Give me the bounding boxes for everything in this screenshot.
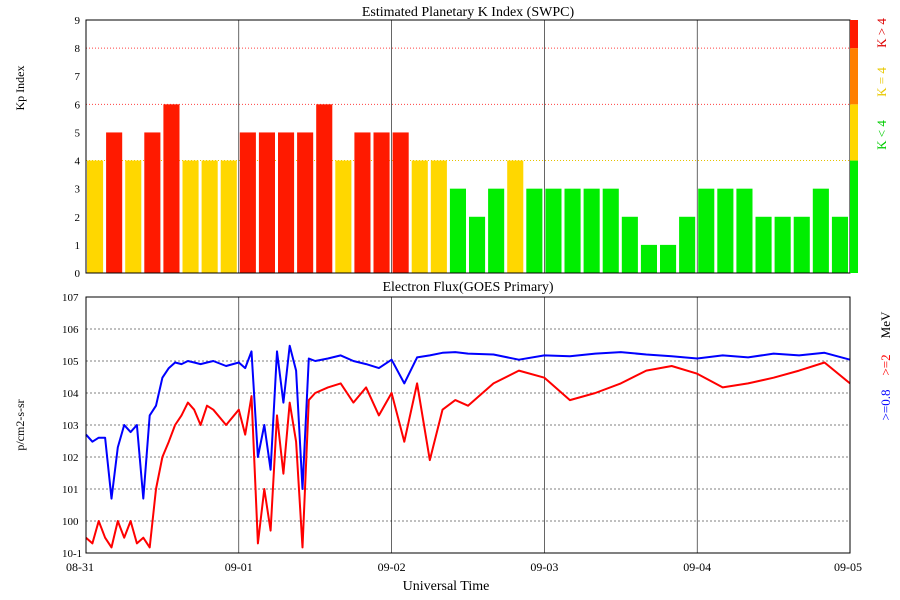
kp-y-tick-label: 5 bbox=[75, 127, 81, 139]
kp-y-tick-label: 2 bbox=[75, 212, 81, 224]
flux-y-tick-label: 10-1 bbox=[62, 548, 82, 560]
kp-legend-label: K < 4 bbox=[874, 120, 889, 150]
kp-y-tick-label: 0 bbox=[75, 268, 81, 280]
kp-bar bbox=[220, 160, 237, 273]
flux-series-ge2-mev bbox=[85, 361, 851, 549]
kp-scale-green bbox=[850, 160, 858, 273]
kp-y-tick-label: 3 bbox=[75, 184, 81, 196]
kp-threshold-lines bbox=[86, 47, 850, 162]
kp-bar bbox=[755, 216, 772, 273]
flux-x-tick-labels: 08-31 09-01 09-02 09-03 09-04 09-05 bbox=[66, 560, 862, 574]
flux-series-ge08-mev bbox=[85, 344, 851, 500]
kp-bar bbox=[602, 188, 619, 273]
kp-bar bbox=[87, 160, 104, 273]
kp-bar bbox=[679, 216, 696, 273]
kp-bar bbox=[411, 160, 428, 273]
flux-legend-label: >=0.8 bbox=[878, 390, 893, 421]
kp-bar bbox=[621, 216, 638, 273]
kp-y-tick-label: 8 bbox=[75, 43, 81, 55]
flux-y-tick-label: 107 bbox=[62, 292, 79, 304]
kp-legend: K < 4 K = 4 K > 4 bbox=[874, 18, 889, 150]
kp-color-scale bbox=[850, 20, 858, 273]
kp-bars bbox=[87, 104, 848, 273]
flux-y-tick-label: 101 bbox=[62, 484, 79, 496]
kp-bar bbox=[182, 160, 199, 273]
flux-series-lines bbox=[85, 344, 851, 549]
kp-bar bbox=[469, 216, 486, 273]
flux-plot-frame bbox=[85, 296, 851, 554]
kp-y-tick-label: 7 bbox=[75, 71, 81, 83]
flux-x-tick-label: 09-03 bbox=[530, 560, 558, 574]
kp-bar bbox=[640, 244, 657, 273]
kp-bar bbox=[736, 188, 753, 273]
flux-y-tick-label: 100 bbox=[62, 516, 79, 528]
kp-bar bbox=[660, 244, 677, 273]
kp-bar bbox=[278, 132, 295, 273]
flux-x-tick-label: 08-31 bbox=[66, 560, 94, 574]
flux-legend: >=0.8 >=2 MeV bbox=[878, 311, 893, 420]
kp-y-axis-label: Kp Index bbox=[13, 66, 27, 111]
kp-bar bbox=[144, 132, 161, 273]
electron-flux-panel: Electron Flux(GOES Primary) p/cm2-s-sr 1… bbox=[13, 280, 893, 594]
flux-y-tick-label: 102 bbox=[62, 452, 79, 464]
kp-plot-frame bbox=[85, 19, 851, 274]
flux-legend-label: >=2 bbox=[878, 354, 893, 375]
kp-bar bbox=[258, 132, 275, 273]
flux-y-tick-labels: 10-1 100 101 102 103 104 105 106 107 bbox=[62, 292, 82, 560]
kp-y-tick-label: 4 bbox=[75, 156, 81, 168]
kp-bar bbox=[526, 188, 543, 273]
flux-x-tick-label: 09-02 bbox=[378, 560, 406, 574]
kp-legend-label: K > 4 bbox=[874, 18, 889, 48]
kp-y-tick-label: 6 bbox=[75, 99, 81, 111]
kp-bar bbox=[583, 188, 600, 273]
kp-bar bbox=[774, 216, 791, 273]
kp-bar bbox=[392, 132, 409, 273]
kp-bar bbox=[488, 188, 505, 273]
flux-legend-label: MeV bbox=[878, 311, 893, 338]
kp-bar bbox=[239, 132, 256, 273]
kp-legend-label: K = 4 bbox=[874, 67, 889, 97]
kp-bar bbox=[201, 160, 218, 273]
flux-y-tick-label: 106 bbox=[62, 324, 79, 336]
flux-y-tick-label: 105 bbox=[62, 356, 79, 368]
flux-x-tick-label: 09-05 bbox=[834, 560, 862, 574]
kp-bar bbox=[430, 160, 447, 273]
kp-bar bbox=[106, 132, 123, 273]
flux-x-tick-label: 09-01 bbox=[225, 560, 253, 574]
kp-scale-yellow bbox=[850, 104, 858, 161]
kp-chart-title: Estimated Planetary K Index (SWPC) bbox=[362, 5, 575, 20]
kp-bar bbox=[564, 188, 581, 273]
kp-bar bbox=[793, 216, 810, 273]
kp-day-dividers bbox=[238, 20, 698, 273]
kp-bar bbox=[373, 132, 390, 273]
kp-bar bbox=[163, 104, 180, 273]
flux-y-tick-label: 104 bbox=[62, 388, 79, 400]
kp-scale-orange bbox=[850, 48, 858, 105]
kp-bar bbox=[449, 188, 466, 273]
flux-chart-title: Electron Flux(GOES Primary) bbox=[382, 280, 553, 295]
kp-bar bbox=[698, 188, 715, 273]
kp-y-tick-labels: 0 1 2 3 4 5 6 7 8 9 bbox=[75, 15, 81, 280]
kp-bar bbox=[717, 188, 734, 273]
kp-bar bbox=[507, 160, 524, 273]
flux-x-axis-label: Universal Time bbox=[403, 579, 490, 594]
kp-bar bbox=[125, 160, 142, 273]
kp-bar bbox=[316, 104, 333, 273]
kp-y-tick-label: 1 bbox=[75, 240, 81, 252]
flux-day-dividers bbox=[238, 297, 698, 553]
kp-scale-red bbox=[850, 20, 858, 49]
kp-bar bbox=[335, 160, 352, 273]
kp-bar bbox=[354, 132, 371, 273]
kp-index-panel: Estimated Planetary K Index (SWPC) Kp In… bbox=[13, 5, 889, 280]
flux-y-tick-label: 103 bbox=[62, 420, 79, 432]
flux-gridlines bbox=[86, 328, 850, 522]
kp-bar bbox=[831, 216, 848, 273]
flux-x-tick-label: 09-04 bbox=[683, 560, 711, 574]
kp-bar bbox=[297, 132, 314, 273]
kp-bar bbox=[812, 188, 829, 273]
kp-y-tick-label: 9 bbox=[75, 15, 81, 27]
kp-bar bbox=[545, 188, 562, 273]
flux-y-axis-label: p/cm2-s-sr bbox=[13, 399, 27, 450]
